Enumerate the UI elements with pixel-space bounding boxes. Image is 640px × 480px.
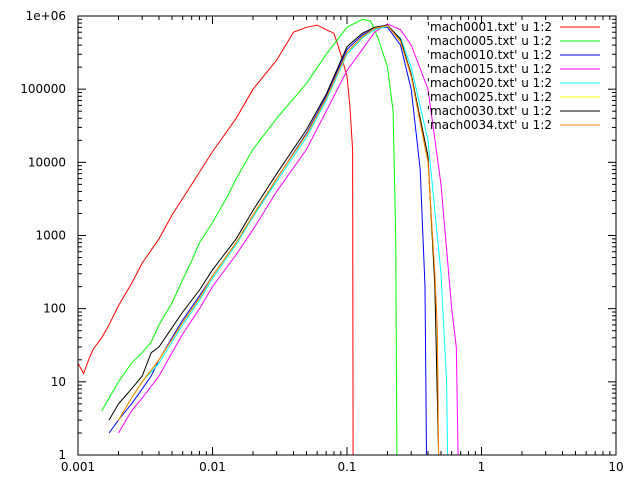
y-tick-label: 1000	[35, 229, 66, 243]
x-tick-label: 10	[608, 460, 623, 474]
y-axis: 1 10 100 1000 10000 100000 1e+06	[20, 9, 616, 462]
legend-label: 'mach0025.txt' u 1:2	[427, 90, 552, 104]
series-line-2	[101, 18, 398, 456]
series-line-5	[118, 25, 449, 456]
x-tick-label: 1	[478, 460, 486, 474]
series-line-4	[118, 23, 459, 456]
legend-label: 'mach0001.txt' u 1:2	[427, 20, 552, 34]
series-line-7	[108, 24, 440, 456]
plot-area	[77, 18, 459, 456]
x-tick-label: 0.1	[337, 460, 356, 474]
y-tick-label: 10000	[28, 155, 66, 169]
legend-label: 'mach0030.txt' u 1:2	[427, 104, 552, 118]
y-tick-label: 100000	[20, 82, 66, 96]
y-tick-label: 100	[43, 302, 66, 316]
y-tick-label: 1	[58, 448, 66, 462]
series-line-8	[118, 25, 440, 456]
series-line-1	[77, 24, 354, 456]
x-tick-label: 0.01	[199, 460, 226, 474]
legend-label: 'mach0015.txt' u 1:2	[427, 62, 552, 76]
legend-label: 'mach0034.txt' u 1:2	[427, 118, 552, 132]
legend-label: 'mach0005.txt' u 1:2	[427, 34, 552, 48]
x-axis: 0.001 0.01 0.1 1 10	[61, 16, 624, 474]
y-tick-label: 10	[51, 375, 66, 389]
series-line-3	[108, 26, 427, 456]
legend-label: 'mach0010.txt' u 1:2	[427, 48, 552, 62]
legend: 'mach0001.txt' u 1:2'mach0005.txt' u 1:2…	[427, 20, 600, 132]
legend-label: 'mach0020.txt' u 1:2	[427, 76, 552, 90]
y-tick-label: 1e+06	[26, 9, 66, 23]
x-tick-label: 0.001	[61, 460, 95, 474]
